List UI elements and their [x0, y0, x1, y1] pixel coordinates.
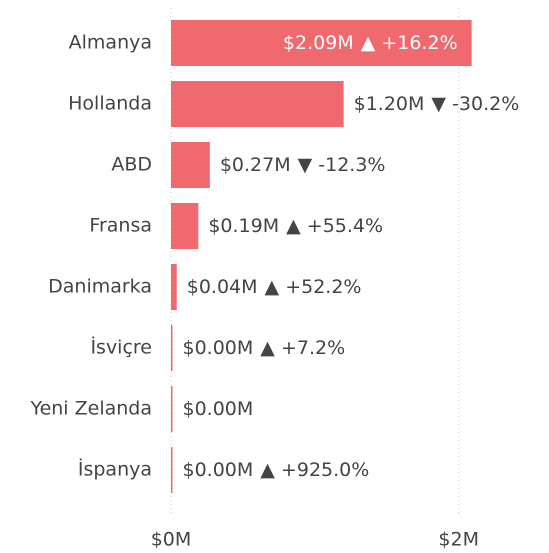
data-label: $1.20M ▼ -30.2% — [354, 93, 520, 115]
value-label: $0.00M — [183, 459, 254, 481]
bar — [171, 447, 173, 493]
x-tick-label: $2M — [438, 529, 479, 551]
bar — [171, 386, 173, 432]
value-label: $1.20M — [354, 93, 425, 115]
change-label: ▲ +52.2% — [265, 276, 362, 298]
value-label: $0.19M — [208, 215, 279, 237]
data-label: $0.27M ▼ -12.3% — [220, 154, 386, 176]
value-label: $0.00M — [183, 398, 254, 420]
bar — [171, 20, 472, 66]
data-label: $0.04M ▲ +52.2% — [187, 276, 362, 298]
change-label: ▲ +16.2% — [361, 32, 458, 54]
bar — [171, 142, 210, 188]
y-tick-label: ABD — [111, 154, 152, 176]
y-tick-label: Danimarka — [48, 276, 152, 298]
bar — [171, 81, 344, 127]
y-tick-label: Hollanda — [68, 93, 152, 115]
change-label: ▲ +55.4% — [286, 215, 383, 237]
value-label: $0.04M — [187, 276, 258, 298]
bar — [171, 264, 177, 310]
value-label: $0.00M — [183, 337, 254, 359]
y-tick-label: Yeni Zelanda — [29, 398, 152, 420]
data-label: $0.00M ▲ +7.2% — [183, 337, 346, 359]
y-tick-label: Almanya — [69, 32, 152, 54]
value-label: $0.27M — [220, 154, 291, 176]
x-tick-label: $0M — [151, 529, 192, 551]
data-label: $2.09M ▲ +16.2% — [283, 32, 458, 54]
bar — [171, 325, 173, 371]
change-label: ▲ +7.2% — [260, 337, 345, 359]
value-label: $2.09M — [283, 32, 354, 54]
data-label: $0.19M ▲ +55.4% — [208, 215, 383, 237]
change-label: ▼ -12.3% — [298, 154, 386, 176]
change-label: ▼ -30.2% — [431, 93, 519, 115]
data-label: $0.00M — [183, 398, 254, 420]
y-tick-label: İspanya — [78, 458, 152, 481]
data-label: $0.00M ▲ +925.0% — [183, 459, 370, 481]
y-tick-label: Fransa — [89, 215, 152, 237]
y-tick-label: İsviçre — [90, 336, 152, 359]
bar — [171, 203, 199, 249]
change-label: ▲ +925.0% — [260, 459, 369, 481]
